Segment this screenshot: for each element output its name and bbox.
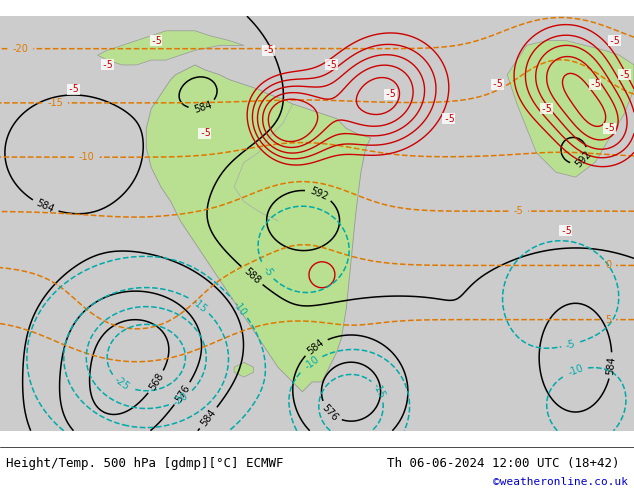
Text: 0: 0 bbox=[605, 260, 611, 270]
Text: -5: -5 bbox=[443, 114, 455, 123]
Text: -15: -15 bbox=[371, 382, 387, 400]
Text: -5: -5 bbox=[67, 84, 79, 94]
Text: -5: -5 bbox=[491, 79, 503, 90]
Text: -5: -5 bbox=[150, 36, 162, 46]
Text: 592: 592 bbox=[573, 149, 593, 170]
Text: 584: 584 bbox=[199, 408, 218, 428]
Text: -10: -10 bbox=[231, 299, 249, 318]
Text: -5: -5 bbox=[618, 70, 630, 80]
Text: -5: -5 bbox=[326, 60, 337, 70]
Text: -10: -10 bbox=[566, 363, 585, 378]
Text: 5: 5 bbox=[605, 315, 611, 324]
Text: 584: 584 bbox=[305, 337, 326, 356]
Text: -5: -5 bbox=[514, 206, 523, 216]
Text: 584: 584 bbox=[605, 356, 618, 375]
Text: 568: 568 bbox=[147, 371, 165, 392]
Polygon shape bbox=[98, 31, 244, 65]
Text: -20: -20 bbox=[171, 391, 190, 408]
Text: 576: 576 bbox=[173, 383, 191, 404]
Text: ©weatheronline.co.uk: ©weatheronline.co.uk bbox=[493, 477, 628, 487]
Text: 592: 592 bbox=[308, 185, 330, 202]
Text: -10: -10 bbox=[79, 152, 94, 162]
Text: -20: -20 bbox=[12, 44, 28, 54]
Text: -5: -5 bbox=[384, 89, 396, 99]
Text: Height/Temp. 500 hPa [gdmp][°C] ECMWF: Height/Temp. 500 hPa [gdmp][°C] ECMWF bbox=[6, 457, 284, 470]
Text: 576: 576 bbox=[320, 402, 340, 422]
Polygon shape bbox=[234, 363, 254, 377]
Text: -5: -5 bbox=[609, 36, 620, 46]
Text: -15: -15 bbox=[47, 98, 63, 108]
Text: -5: -5 bbox=[589, 79, 601, 90]
Text: 584: 584 bbox=[35, 198, 56, 215]
Text: -5: -5 bbox=[199, 128, 210, 138]
Text: 584: 584 bbox=[192, 99, 213, 115]
Polygon shape bbox=[146, 65, 371, 392]
Text: -5: -5 bbox=[604, 123, 616, 133]
Polygon shape bbox=[507, 41, 634, 177]
Text: -25: -25 bbox=[112, 374, 131, 392]
Text: -5: -5 bbox=[262, 45, 274, 55]
Text: Th 06-06-2024 12:00 UTC (18+42): Th 06-06-2024 12:00 UTC (18+42) bbox=[387, 457, 619, 470]
Text: -15: -15 bbox=[190, 296, 209, 314]
Text: -5: -5 bbox=[560, 226, 572, 236]
Text: -10: -10 bbox=[302, 354, 321, 372]
Text: -5: -5 bbox=[540, 104, 552, 114]
Text: -5: -5 bbox=[101, 60, 113, 70]
Text: -5: -5 bbox=[261, 265, 275, 278]
Text: 588: 588 bbox=[242, 266, 262, 286]
Text: -5: -5 bbox=[565, 339, 577, 351]
